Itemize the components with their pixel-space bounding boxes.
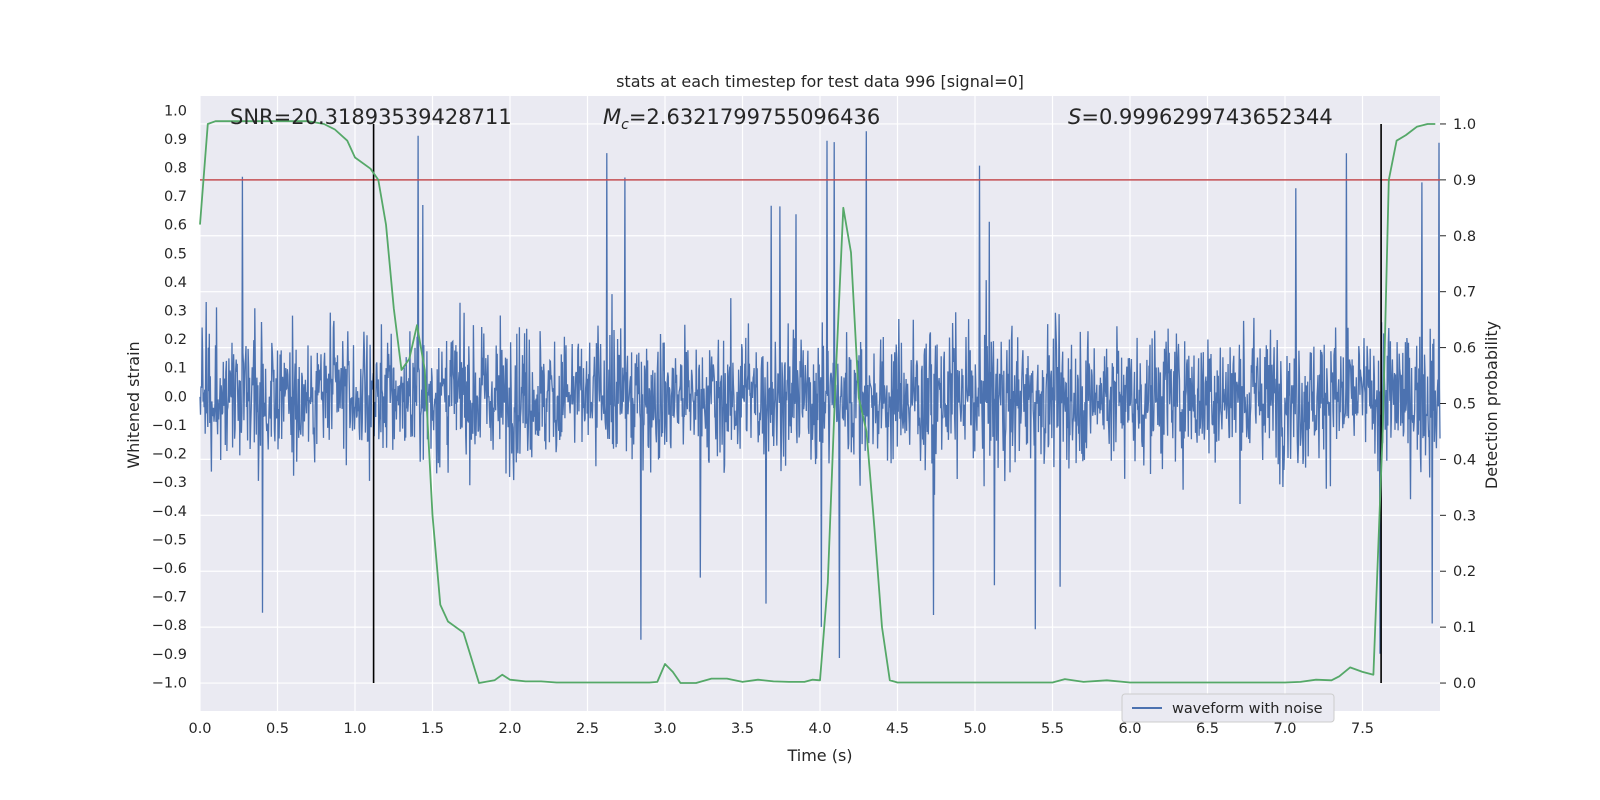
x-tick-label: 4.0 <box>808 721 831 737</box>
y-tick-label-right: 0.9 <box>1453 173 1476 189</box>
y-tick-label-left: −0.5 <box>152 532 187 548</box>
y-axis-label-right: Detection probability <box>1482 321 1501 489</box>
y-tick-label-left: −0.8 <box>152 618 187 634</box>
y-tick-label-left: 0.3 <box>164 304 187 320</box>
y-tick-label-left: 0.8 <box>164 161 187 177</box>
y-tick-label-left: 1.0 <box>164 103 187 119</box>
y-tick-label-right: 0.0 <box>1453 676 1476 692</box>
score-annotation: S=0.9996299743652344 <box>1068 105 1333 129</box>
y-tick-label-left: −0.4 <box>152 504 187 520</box>
y-tick-label-right: 0.8 <box>1453 229 1476 245</box>
y-tick-label-left: −0.1 <box>152 418 187 434</box>
y-tick-labels-right: 1.0 0.9 0.8 0.7 0.6 0.5 0.4 0.3 0.2 0.1 0.0 <box>1440 117 1476 692</box>
chart-title: stats at each timestep for test data 996… <box>616 72 1024 91</box>
y-tick-label-right: 0.2 <box>1453 564 1476 580</box>
x-tick-label: 0.0 <box>188 721 211 737</box>
x-tick-label: 2.0 <box>498 721 521 737</box>
x-tick-labels: 0.0 0.5 1.0 1.5 2.0 2.5 3.0 3.5 4.0 4.5 5.0 5.5 6.0 6… <box>188 721 1374 737</box>
x-tick-label: 6.0 <box>1118 721 1141 737</box>
legend-label-waveform: waveform with noise <box>1172 701 1323 717</box>
y-tick-label-left: 0.5 <box>164 246 187 262</box>
x-tick-label: 3.5 <box>731 721 754 737</box>
score-value: =0.9996299743652344 <box>1081 105 1332 129</box>
y-tick-label-left: −0.9 <box>152 647 187 663</box>
vertical-markers <box>372 123 1382 684</box>
y-tick-label-right: 0.6 <box>1453 341 1476 357</box>
y-tick-label-left: 0.9 <box>164 132 187 148</box>
x-tick-label: 0.5 <box>266 721 289 737</box>
x-tick-label: 3.0 <box>653 721 676 737</box>
x-tick-label: 7.0 <box>1273 721 1296 737</box>
x-tick-label: 1.5 <box>421 721 444 737</box>
y-axis-label-left: Whitened strain <box>124 341 143 468</box>
chirp-mass-subscript: c <box>621 117 629 133</box>
chirp-mass-symbol: M <box>603 105 621 129</box>
x-tick-label: 2.5 <box>576 721 599 737</box>
waveform-line <box>199 131 1441 659</box>
chirp-mass-value: =2.6321799755096436 <box>629 105 880 129</box>
x-tick-label: 6.5 <box>1196 721 1219 737</box>
chirp-mass-annotation: Mc=2.6321799755096436 <box>603 105 880 133</box>
y-tick-label-right: 1.0 <box>1453 117 1476 133</box>
y-tick-labels-left: 1.0 0.9 0.8 0.7 0.6 0.5 0.4 0.3 0.2 0.1 0.0 −0.1 −0.… <box>152 103 187 691</box>
y-tick-label-left: 0.1 <box>164 361 187 377</box>
y-tick-label-left: 0.7 <box>164 189 187 205</box>
y-tick-label-left: −0.3 <box>152 475 187 491</box>
x-tick-label: 5.5 <box>1041 721 1064 737</box>
score-symbol: S <box>1068 105 1081 129</box>
y-tick-label-left: −1.0 <box>152 675 187 691</box>
y-tick-label-right: 0.3 <box>1453 508 1476 524</box>
y-tick-label-left: −0.7 <box>152 590 187 606</box>
x-tick-label: 4.5 <box>886 721 909 737</box>
waveform-series <box>199 131 1441 659</box>
x-tick-label: 7.5 <box>1351 721 1374 737</box>
legend-box <box>1121 693 1335 723</box>
y-tick-label-left: −0.6 <box>152 561 187 577</box>
legend: waveform with noise <box>1121 693 1335 723</box>
probability-series <box>199 120 1436 684</box>
y-tick-label-left: 0.2 <box>164 332 187 348</box>
x-axis-label: Time (s) <box>786 746 852 765</box>
y-tick-label-left: 0.0 <box>164 389 187 405</box>
y-tick-label-right: 0.4 <box>1453 452 1476 468</box>
snr-annotation: SNR=20.31893539428711 <box>230 105 512 129</box>
y-tick-label-left: 0.4 <box>164 275 187 291</box>
y-tick-label-right: 0.5 <box>1453 397 1476 413</box>
probability-line <box>199 120 1436 684</box>
y-tick-label-right: 0.1 <box>1453 620 1476 636</box>
x-tick-label: 1.0 <box>343 721 366 737</box>
x-tick-label: 5.0 <box>963 721 986 737</box>
y-tick-label-left: −0.2 <box>152 447 187 463</box>
y-tick-label-left: 0.6 <box>164 218 187 234</box>
y-tick-label-right: 0.7 <box>1453 285 1476 301</box>
